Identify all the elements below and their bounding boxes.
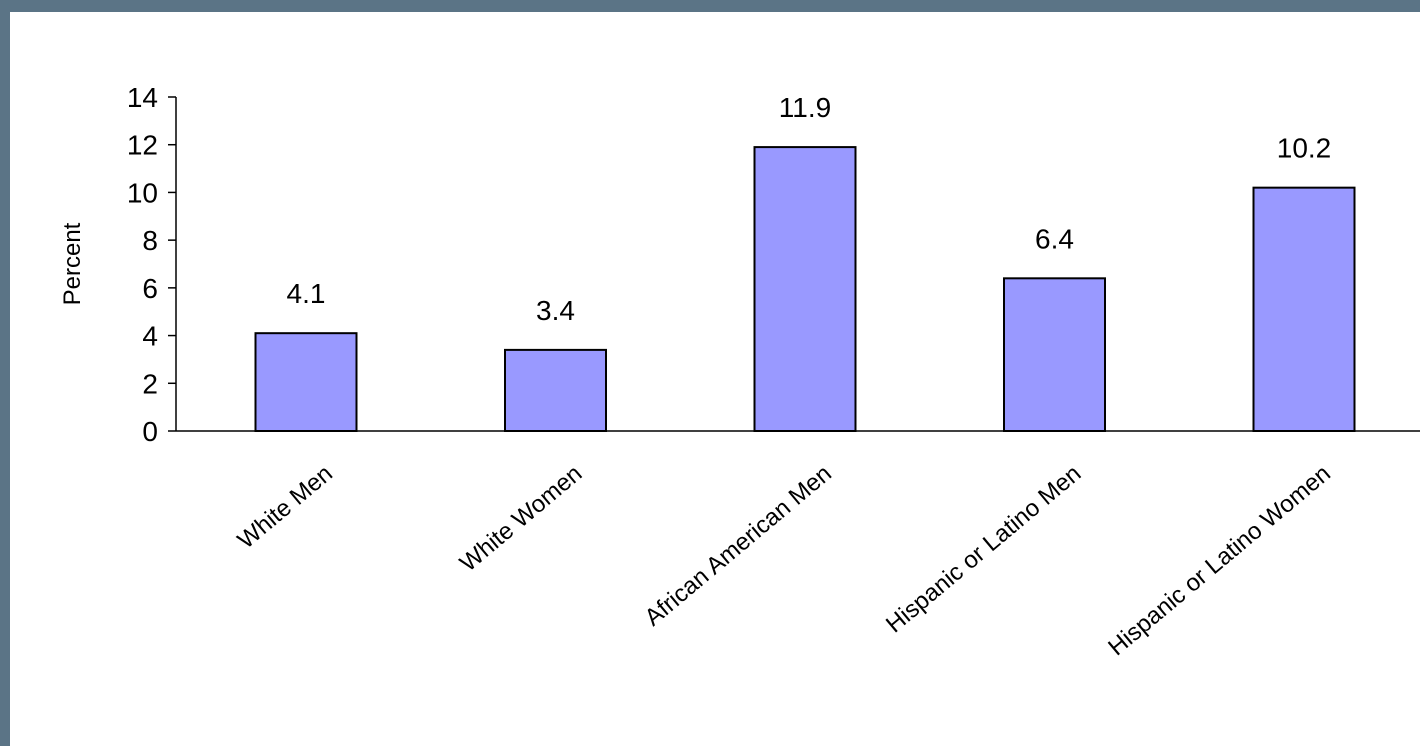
x-tick-label: Hispanic or Latino Men	[881, 460, 1086, 638]
y-tick-label: 2	[142, 368, 158, 399]
bar	[1003, 277, 1106, 433]
y-tick-label: 0	[142, 416, 158, 447]
x-tick-labels: White Men White Women African American Men…	[233, 460, 1336, 661]
bar	[504, 348, 607, 432]
y-tick-label: 4	[142, 321, 158, 352]
bars: 4.1 3.4 11.9 6.4 10.2	[254, 92, 1356, 433]
data-label: 3.4	[536, 295, 575, 326]
slide-canvas: 0 2 4 6 8 10 12 14 Percent 4.1 3.4 11.9 6.4 10.2 Wh…	[10, 12, 1420, 746]
x-tick-label: White Women	[455, 460, 587, 577]
x-tick-label: African American Men	[640, 460, 837, 632]
y-tick-label: 8	[142, 225, 158, 256]
y-tick-label: 10	[127, 177, 158, 208]
bar	[1252, 186, 1356, 432]
y-tick-label: 14	[127, 82, 158, 113]
data-label: 11.9	[779, 92, 831, 123]
data-label: 10.2	[1277, 133, 1332, 164]
y-tick-label: 6	[142, 273, 158, 304]
data-label: 6.4	[1035, 223, 1074, 254]
y-axis: 0 2 4 6 8 10 12 14	[127, 82, 177, 447]
bar	[753, 146, 857, 432]
y-ticks: 0 2 4 6 8 10 12 14	[127, 82, 176, 447]
data-label: 4.1	[287, 278, 326, 309]
bar	[254, 332, 358, 432]
x-tick-label: White Men	[233, 460, 338, 554]
y-tick-label: 12	[127, 130, 158, 161]
y-axis-label: Percent	[59, 222, 86, 305]
bar-chart: 0 2 4 6 8 10 12 14 Percent 4.1 3.4 11.9 6.4 10.2 Wh…	[59, 82, 1420, 661]
x-tick-label: Hispanic or Latino Women	[1103, 460, 1336, 661]
